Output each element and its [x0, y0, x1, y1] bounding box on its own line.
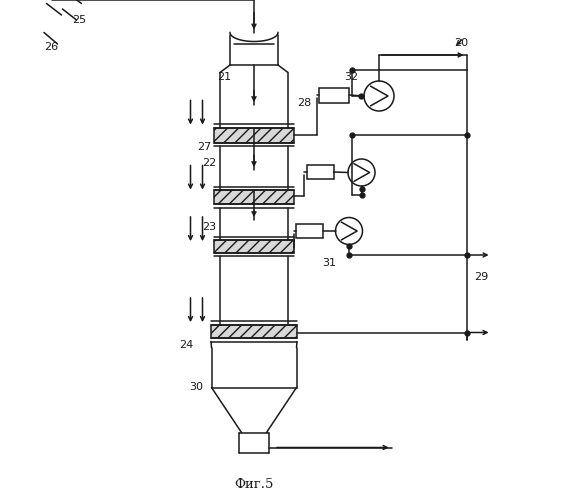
Text: 25: 25	[72, 15, 86, 25]
Text: 31: 31	[322, 258, 336, 268]
Text: Фиг.5: Фиг.5	[234, 478, 274, 492]
Bar	[296, 224, 323, 238]
Circle shape	[336, 218, 363, 244]
Text: 23: 23	[202, 222, 216, 232]
Text: 26: 26	[44, 42, 59, 52]
Bar	[214, 240, 294, 252]
Circle shape	[348, 159, 375, 186]
Text: 30: 30	[190, 382, 203, 392]
Text: 22: 22	[202, 158, 216, 168]
Bar	[211, 325, 297, 338]
Text: 20: 20	[454, 38, 468, 48]
Bar	[214, 190, 294, 204]
Text: 32: 32	[345, 72, 359, 83]
Text: 24: 24	[180, 340, 194, 350]
Text: 29: 29	[475, 272, 489, 282]
Text: 21: 21	[217, 72, 231, 83]
Circle shape	[364, 81, 394, 111]
Text: 27: 27	[197, 142, 211, 152]
Bar	[319, 88, 349, 102]
Text: 28: 28	[297, 98, 311, 108]
Bar	[214, 128, 294, 142]
Bar	[306, 165, 333, 179]
